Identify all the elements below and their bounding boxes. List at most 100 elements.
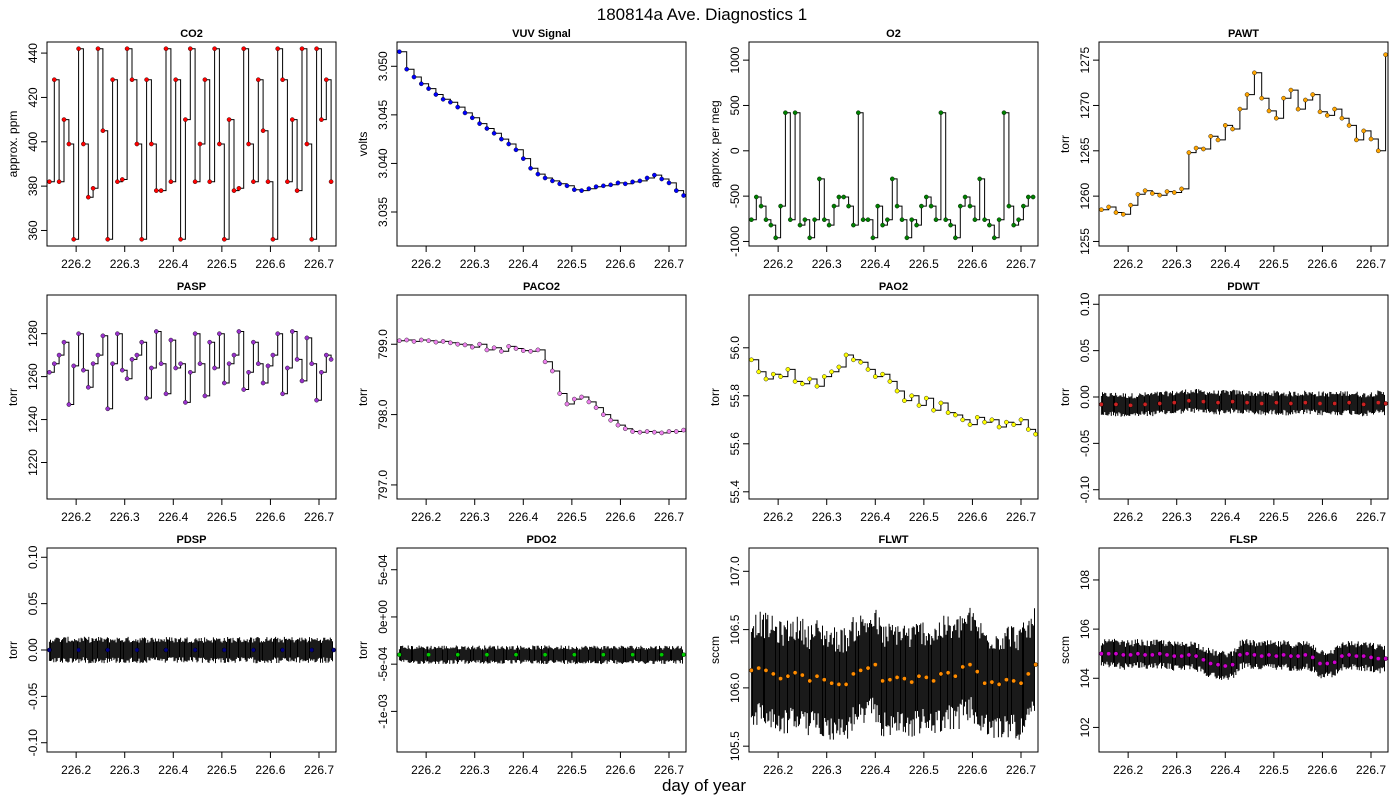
data-point [1310,655,1315,660]
data-point [1026,671,1031,677]
data-point [95,46,101,52]
data-point [1376,400,1381,405]
data-point [843,352,849,358]
data-point [557,391,563,396]
x-tick-label: 226.2 [763,763,793,777]
data-point [212,365,217,371]
x-tick-label: 226.5 [909,510,939,524]
data-point [945,670,951,676]
x-tick-label: 226.2 [763,510,793,524]
data-point [246,141,251,147]
data-point [579,394,584,400]
data-point [236,329,242,334]
data-point [931,407,936,413]
x-tick-label: 226.4 [860,763,890,777]
y-tick-label: 1280 [26,320,40,347]
data-point [1135,191,1141,197]
y-tick-label: 1265 [1078,137,1092,164]
data-point [260,128,266,133]
panel-pasp: PASP 226.2 226.3 226.4 226.5 226.6 226.7 1220 12… [6,281,337,524]
x-tick-label: 226.5 [557,510,587,524]
data-point [1179,186,1184,192]
x-tick-label: 226.7 [654,257,684,271]
y-axis-label: torr [6,641,20,659]
x-tick-label: 226.3 [1162,257,1192,271]
data-point [448,99,453,105]
data-point [100,333,106,339]
data-point [1172,400,1177,405]
x-tick-label: 226.3 [1162,510,1192,524]
data-point [331,647,336,653]
data-point [202,77,208,82]
data-point [1303,652,1308,658]
data-point [323,352,329,358]
data-point [455,341,461,347]
x-tick-label: 226.6 [1307,763,1337,777]
data-point [1361,653,1366,659]
data-point [812,217,817,222]
data-point [924,194,929,200]
x-tick-label: 226.6 [957,763,987,777]
x-tick-label: 226.7 [1356,763,1386,777]
data-point [870,235,876,241]
y-tick-label: 3.050 [376,51,390,81]
data-point [86,194,91,200]
series-trace [1101,54,1387,215]
x-tick-label: 226.4 [1210,510,1240,524]
data-point [778,374,783,379]
data-point [404,337,410,343]
data-point [275,331,281,337]
data-point [1288,87,1294,93]
data-point [542,652,548,658]
data-point [1142,188,1148,193]
data-point [763,376,769,382]
data-point [1215,137,1221,143]
data-point [958,203,963,209]
data-point [1266,652,1272,658]
data-point [615,180,621,186]
data-point [1018,680,1024,686]
data-point [894,388,900,394]
data-point [491,345,497,351]
data-point [579,188,584,193]
y-tick-label: 799.0 [376,329,390,359]
data-point [521,156,526,161]
data-point [506,344,512,349]
data-point [919,203,924,209]
data-point [289,329,295,334]
data-point [448,340,453,346]
data-point [1099,402,1104,407]
data-point [909,679,915,685]
x-tick-label: 226.3 [460,510,490,524]
data-point [601,412,606,417]
x-tick-label: 226.6 [1307,510,1337,524]
data-point [124,376,130,382]
data-point [1113,210,1119,215]
data-point [894,203,900,209]
y-tick-label: -5e-04 [376,646,390,681]
data-point [938,110,944,115]
data-point [1339,653,1345,659]
y-tick-label: 56.0 [728,336,742,360]
data-point [967,662,973,667]
data-point [397,49,402,55]
data-point [1230,399,1235,404]
data-point [90,361,96,367]
y-tick-label: 55.6 [728,432,742,456]
data-point [299,378,305,384]
y-tick-label: 380 [26,176,40,196]
data-point [192,179,198,184]
data-point [763,217,769,222]
x-tick-label: 226.6 [605,257,635,271]
data-point [615,422,621,428]
data-point [1288,653,1294,659]
data-point [851,222,856,228]
data-point [1215,662,1221,668]
data-point [528,165,533,171]
data-point [771,671,776,677]
data-point [1376,148,1381,154]
data-point [158,188,164,193]
data-point [873,374,878,379]
x-tick-label: 226.7 [1006,763,1036,777]
panel-title: CO2 [180,28,203,40]
